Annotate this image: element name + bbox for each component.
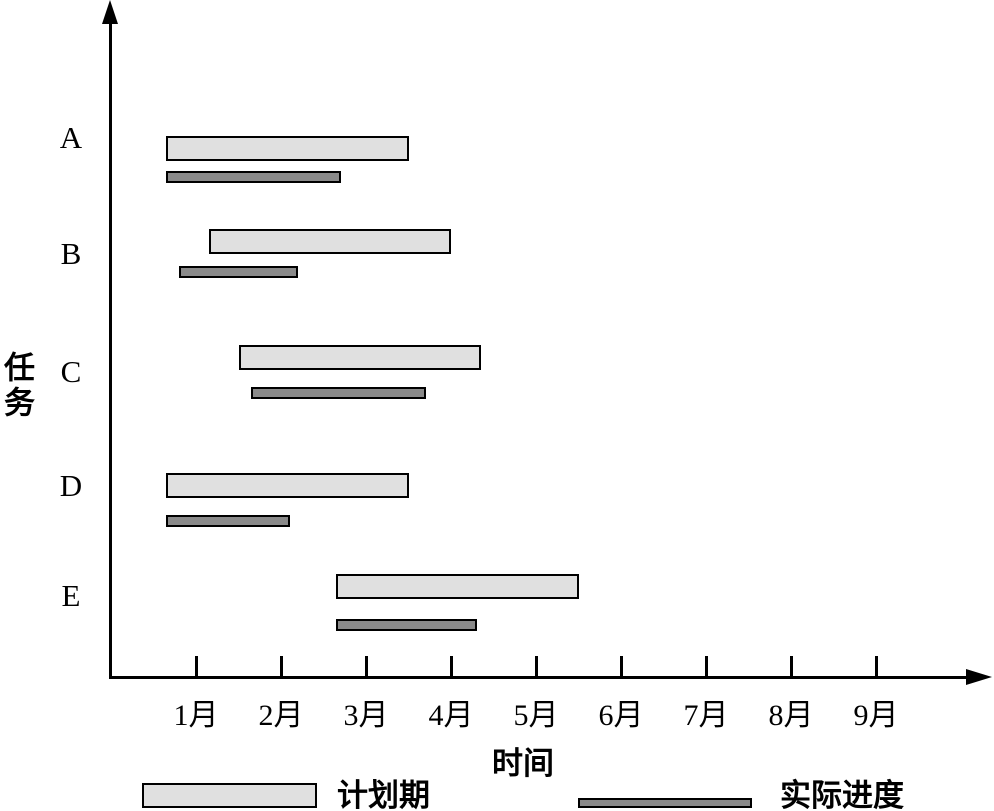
x-axis-tick-6 [620, 656, 623, 678]
x-axis-tick-1 [195, 656, 198, 678]
task-b-planned-bar [208, 229, 451, 254]
x-axis-tick-label-8: 8月 [768, 699, 814, 732]
x-axis-tick-label-4: 4月 [428, 699, 474, 732]
task-label-d: D [59, 468, 83, 503]
x-axis-line [109, 676, 970, 679]
x-axis-label: 时间 [492, 746, 554, 781]
task-label-a: A [59, 120, 83, 155]
task-label-c: C [60, 354, 82, 389]
task-c-planned-bar [238, 345, 481, 370]
task-a-actual-bar [166, 171, 341, 183]
x-axis-tick-label-1: 1月 [173, 699, 219, 732]
task-e-actual-bar [336, 619, 477, 631]
x-axis-arrowhead-icon [966, 669, 992, 685]
x-axis-tick-label-2: 2月 [258, 699, 304, 732]
legend-planned-label: 计划期 [337, 778, 430, 811]
legend-actual-swatch [578, 798, 752, 808]
x-axis-tick-label-5: 5月 [513, 699, 559, 732]
x-axis-tick-label-6: 6月 [598, 699, 644, 732]
x-axis-tick-8 [790, 656, 793, 678]
x-axis-tick-label-3: 3月 [343, 699, 389, 732]
y-axis-arrowhead-icon [102, 0, 118, 24]
legend-actual-label: 实际进度 [780, 778, 904, 811]
x-axis-tick-7 [705, 656, 708, 678]
task-label-e: E [61, 578, 81, 613]
task-e-planned-bar [336, 574, 579, 599]
y-axis-label: 任务 [0, 351, 34, 421]
x-axis-tick-3 [365, 656, 368, 678]
x-axis-tick-label-9: 9月 [853, 699, 899, 732]
y-axis-line [109, 16, 112, 679]
legend-planned-swatch [142, 783, 317, 808]
x-axis-tick-5 [535, 656, 538, 678]
task-label-b: B [60, 236, 82, 271]
task-c-actual-bar [251, 387, 426, 399]
task-d-actual-bar [166, 515, 290, 527]
x-axis-tick-label-7: 7月 [683, 699, 729, 732]
task-d-planned-bar [166, 473, 409, 498]
task-a-planned-bar [166, 136, 409, 161]
task-b-actual-bar [179, 266, 298, 278]
x-axis-tick-4 [450, 656, 453, 678]
x-axis-tick-2 [280, 656, 283, 678]
x-axis-tick-9 [875, 656, 878, 678]
